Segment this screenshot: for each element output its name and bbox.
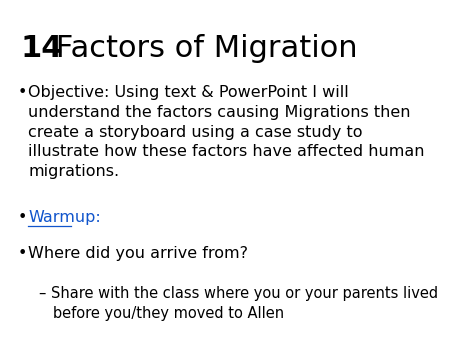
Text: – Share with the class where you or your parents lived
   before you/they moved : – Share with the class where you or your…	[39, 286, 438, 321]
Text: Where did you arrive from?: Where did you arrive from?	[28, 246, 248, 262]
Text: •: •	[18, 210, 27, 225]
Text: Objective: Using text & PowerPoint I will
understand the factors causing Migrati: Objective: Using text & PowerPoint I wil…	[28, 85, 425, 179]
Text: •: •	[18, 85, 27, 100]
Text: Warmup:: Warmup:	[28, 210, 101, 225]
Text: •: •	[18, 246, 27, 262]
Text: Factors of Migration: Factors of Migration	[46, 34, 358, 63]
Text: 14: 14	[20, 34, 63, 63]
